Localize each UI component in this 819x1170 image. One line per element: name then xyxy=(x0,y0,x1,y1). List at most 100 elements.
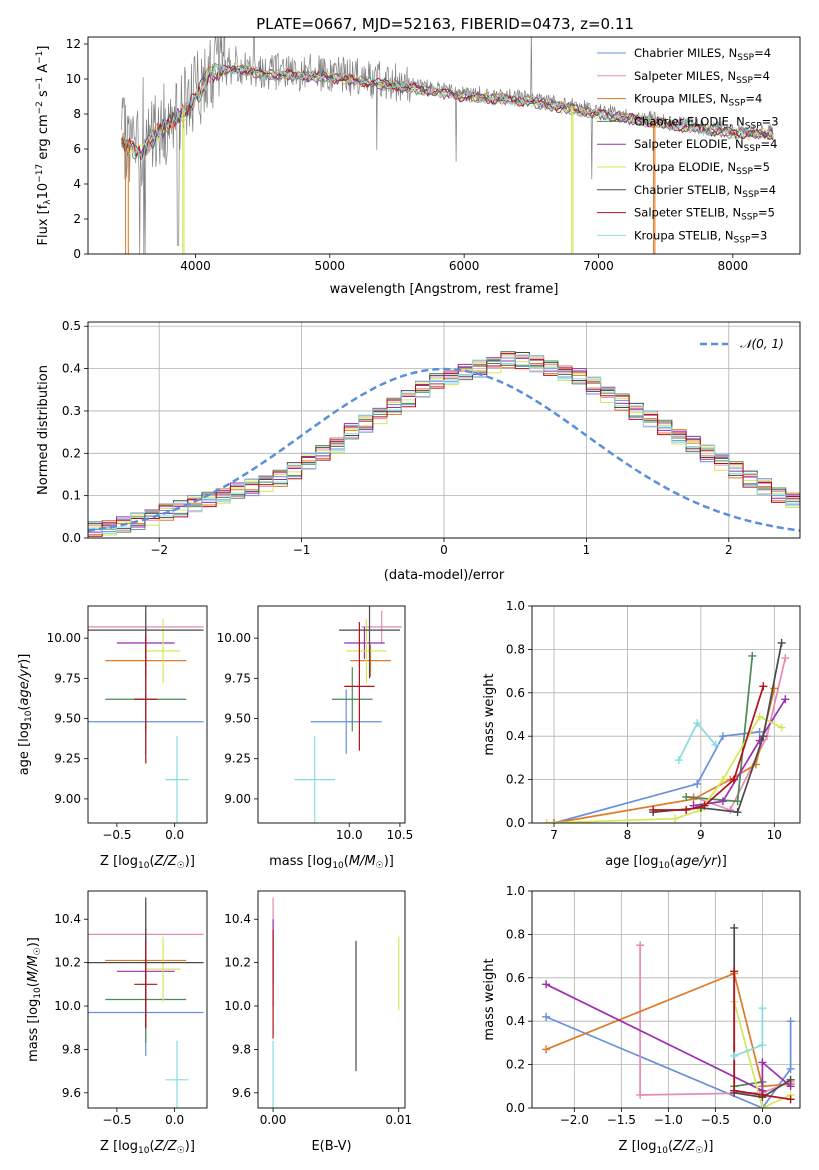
y-tick-label: 0.6 xyxy=(506,971,525,985)
y-axis-label: Normed distribution xyxy=(36,365,51,495)
y-axis-label-part: ] xyxy=(36,46,51,51)
x-tick-label: 6000 xyxy=(449,259,480,273)
residual-histogram xyxy=(88,354,800,538)
x-axis-label-part: Z/Z xyxy=(154,854,178,869)
x-axis-label-part: ☉ xyxy=(695,1146,703,1156)
legend-label: Chabrier STELIB, NSSP=4 xyxy=(634,183,776,200)
legend-nssp: 4 xyxy=(769,183,776,197)
ticks: 0.00 0.01 9.6 9.8 10.0 10.2 10.4 xyxy=(224,912,412,1127)
y-tick-label: 0.3 xyxy=(62,404,81,418)
figure-title: PLATE=0667, MJD=52163, FIBERID=0473, z=0… xyxy=(256,15,634,33)
y-axis-label-part: mass [log xyxy=(26,999,41,1062)
legend-nssp: 5 xyxy=(768,206,775,220)
ticks: 7 8 9 10 0.0 0.2 0.4 0.6 0.8 1.0 xyxy=(506,599,782,842)
x-axis-label: Z [log10(Z/Z☉)] xyxy=(100,1139,195,1156)
y-axis-label-part: Flux [f xyxy=(36,204,51,245)
x-axis-label: E(B-V) xyxy=(311,1139,351,1154)
y-tick-label: 9.75 xyxy=(54,671,81,685)
legend-label-part: = xyxy=(758,206,768,220)
x-tick-label: −0.5 xyxy=(102,828,131,842)
weight-marker xyxy=(759,732,768,741)
axes-residuals: −2 −1 0 1 2 0.0 0.1 0.2 0.3 0.4 0.5 𝒩(0, 1) (data-mo… xyxy=(36,319,801,583)
y-tick-label: 9.8 xyxy=(232,1042,251,1056)
marks xyxy=(272,897,400,1108)
x-axis-label-part: ☉ xyxy=(376,861,384,871)
plot-area xyxy=(88,606,207,823)
x-tick-label: 1 xyxy=(583,543,591,557)
legend-label-part: Salpeter MILES, N xyxy=(634,69,736,83)
legend-label: Chabrier MILES, NSSP=4 xyxy=(634,46,771,63)
marks xyxy=(88,606,204,823)
x-axis-label-part: 10 xyxy=(332,861,344,871)
x-axis-label-part: Z/Z xyxy=(154,1139,178,1154)
x-tick-label: −1.5 xyxy=(607,1113,636,1127)
legend-label-part: Kroupa ELODIE, N xyxy=(634,160,736,174)
marks xyxy=(88,897,204,1108)
y-tick-label: 10.2 xyxy=(54,956,81,970)
x-tick-label: 10 xyxy=(767,828,782,842)
y-axis-label-part: )] xyxy=(17,654,32,664)
legend-label: Kroupa ELODIE, NSSP=5 xyxy=(634,160,770,177)
legend-label-part: = xyxy=(753,69,763,83)
x-axis-label-part: age/yr xyxy=(675,854,718,869)
legend-label-part: SSP xyxy=(729,99,746,109)
legend-nssp: 3 xyxy=(760,228,767,242)
y-tick-label: 9.25 xyxy=(224,752,251,766)
y-tick-label: 10.0 xyxy=(224,999,251,1013)
x-tick-label: 9 xyxy=(697,828,705,842)
x-axis-label: Z [log10(Z/Z☉)] xyxy=(619,1139,714,1156)
x-axis-label-part: )] xyxy=(703,1139,713,1154)
ticks: 10.0 10.5 9.00 9.25 9.50 9.75 10.00 xyxy=(217,631,414,842)
y-axis-label-part: s xyxy=(36,90,51,101)
y-tick-label: 12 xyxy=(66,37,81,51)
y-tick-label: 0.2 xyxy=(506,1058,525,1072)
weight-marker xyxy=(758,1041,767,1050)
x-axis-label-part: M/M xyxy=(349,854,376,869)
y-axis-label-part: A xyxy=(36,64,51,77)
x-axis-label-part: )] xyxy=(185,854,195,869)
weight-marker xyxy=(711,740,720,749)
legend-label-part: Salpeter ELODIE, N xyxy=(634,137,744,151)
y-axis-label-part: −17 xyxy=(35,164,45,183)
y-axis-label: mass weight xyxy=(482,673,497,755)
x-axis-label-part: ( xyxy=(670,854,675,869)
marks xyxy=(542,638,790,823)
y-tick-label: 0.0 xyxy=(506,816,525,830)
axes-frame xyxy=(531,890,801,1109)
x-tick-label: 8 xyxy=(624,828,632,842)
weight-marker xyxy=(542,980,551,989)
legend-label-part: SSP xyxy=(736,167,753,177)
x-axis-label-part: ( xyxy=(344,854,349,869)
x-tick-label: 8000 xyxy=(718,259,749,273)
legend-label-part: SSP xyxy=(734,235,751,245)
axes-mass_vs_ebv: 0.00 0.01 9.6 9.8 10.0 10.2 10.4 E(B-V) xyxy=(224,890,412,1154)
y-tick-label: 10.00 xyxy=(217,631,251,645)
weight-line xyxy=(733,971,791,1101)
weight-marker xyxy=(758,1104,767,1108)
x-axis-label-part: )] xyxy=(384,854,394,869)
y-tick-label: 1.0 xyxy=(506,599,525,613)
x-axis-label-part: ( xyxy=(149,854,154,869)
ticks: −0.5 0.0 9.00 9.25 9.50 9.75 10.00 xyxy=(47,631,185,842)
y-axis-label-part: M/M xyxy=(26,955,41,982)
legend-nssp: 3 xyxy=(771,114,778,128)
x-axis-label: wavelength [Angstrom, rest frame] xyxy=(330,282,559,297)
y-tick-label: 0.8 xyxy=(506,927,525,941)
y-tick-label: 9.00 xyxy=(224,792,251,806)
legend-label-part: Chabrier STELIB, N xyxy=(634,183,742,197)
x-tick-label: 0.01 xyxy=(385,1113,412,1127)
weight-marker xyxy=(730,1051,739,1060)
y-tick-label: 10.2 xyxy=(224,956,251,970)
weight-marker xyxy=(726,805,735,814)
y-axis-label-part: 10 xyxy=(33,987,43,999)
y-tick-label: 9.50 xyxy=(54,712,81,726)
legend-label: Kroupa MILES, NSSP=4 xyxy=(634,92,762,109)
axes-frame xyxy=(87,890,208,1109)
weight-marker xyxy=(730,1086,739,1095)
axes-frame xyxy=(87,321,801,539)
weight-marker xyxy=(636,1090,645,1099)
legend-label-part: Chabrier ELODIE, N xyxy=(634,114,745,128)
y-axis-label: Flux [fλ10−17 erg cm−2 s−1 A−1] xyxy=(35,46,53,246)
